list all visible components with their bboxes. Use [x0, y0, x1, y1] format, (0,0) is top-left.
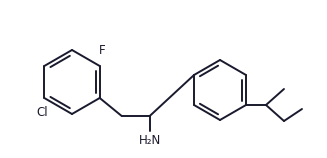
Text: F: F — [98, 44, 105, 57]
Text: H₂N: H₂N — [139, 134, 161, 147]
Text: Cl: Cl — [37, 106, 48, 119]
